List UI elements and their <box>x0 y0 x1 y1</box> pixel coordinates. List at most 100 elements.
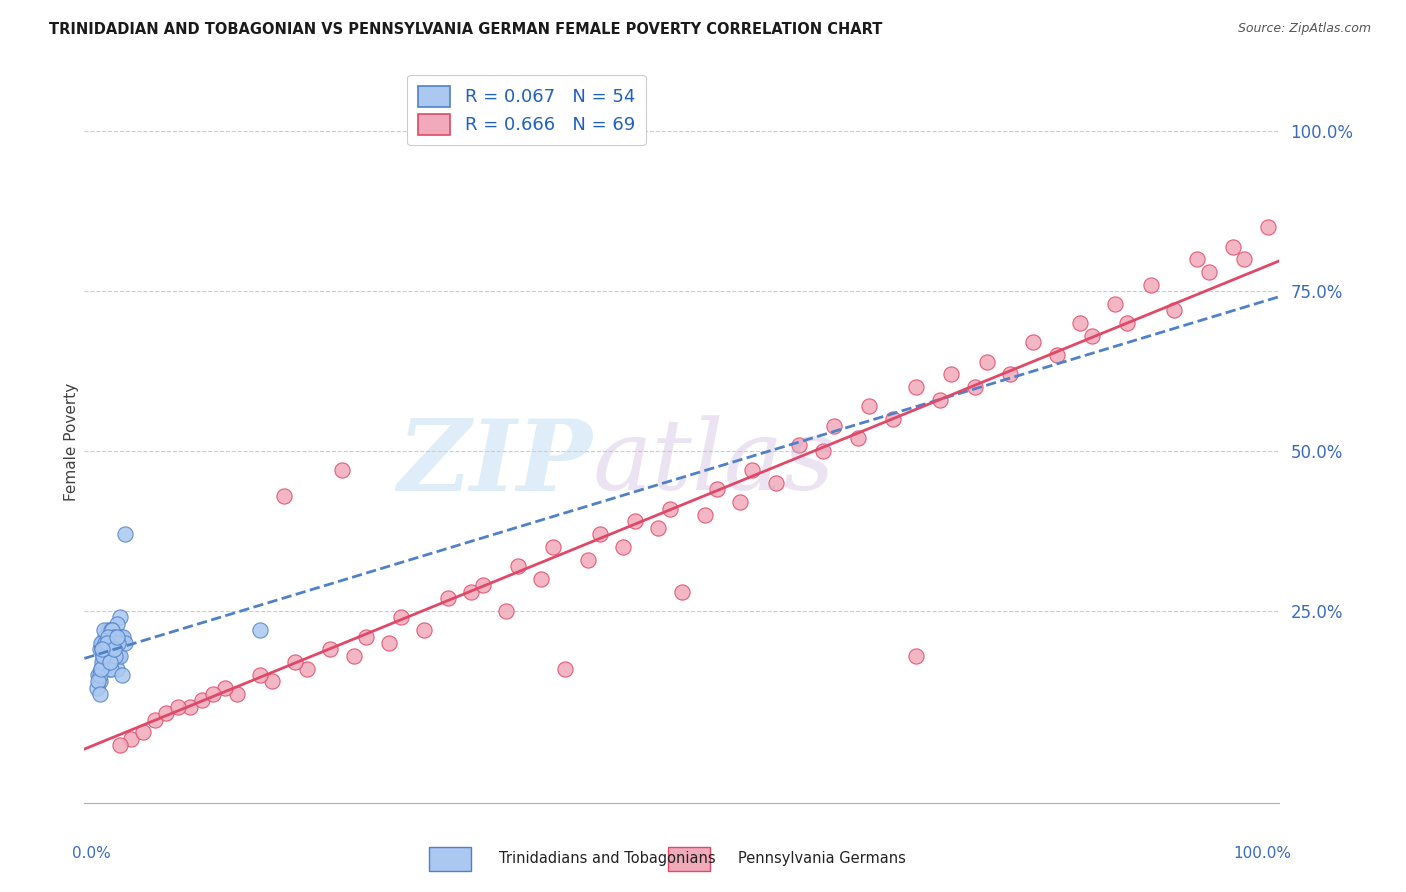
Point <box>90 661 112 675</box>
Point <box>260 674 283 689</box>
Text: 100.0%: 100.0% <box>1233 847 1292 861</box>
Point <box>112 630 135 644</box>
Point <box>1022 335 1045 350</box>
Point <box>105 616 128 631</box>
Point <box>647 521 669 535</box>
Point <box>87 674 110 689</box>
Point <box>108 610 131 624</box>
Point <box>202 687 225 701</box>
Point <box>90 661 112 675</box>
Point <box>998 368 1021 382</box>
Point <box>97 623 120 637</box>
Point <box>624 515 647 529</box>
Point <box>249 623 271 637</box>
Point <box>90 642 114 657</box>
Point <box>98 661 121 675</box>
Point <box>97 655 120 669</box>
Point <box>89 642 111 657</box>
Point <box>1222 239 1244 253</box>
Point <box>98 642 121 657</box>
Point <box>1069 316 1091 330</box>
Point <box>541 540 564 554</box>
Point <box>330 463 353 477</box>
Point <box>114 636 136 650</box>
Point <box>846 431 869 445</box>
Point <box>436 591 458 606</box>
Point <box>1116 316 1139 330</box>
Point <box>225 687 247 701</box>
Point <box>1104 297 1126 311</box>
Point <box>96 636 118 650</box>
Point <box>108 648 131 663</box>
Point <box>695 508 717 522</box>
Point <box>765 476 787 491</box>
Point <box>179 699 201 714</box>
Point <box>506 559 529 574</box>
Point <box>94 636 117 650</box>
Point <box>89 674 111 689</box>
Point <box>976 354 998 368</box>
Point <box>1257 220 1279 235</box>
Point <box>963 380 986 394</box>
Point <box>100 623 122 637</box>
Point <box>882 412 904 426</box>
Point <box>905 380 928 394</box>
Point <box>589 527 612 541</box>
Point <box>98 636 120 650</box>
Point <box>928 392 950 407</box>
Text: Source: ZipAtlas.com: Source: ZipAtlas.com <box>1237 22 1371 36</box>
Point <box>249 668 271 682</box>
Point <box>101 623 124 637</box>
Point <box>1198 265 1220 279</box>
Point <box>319 642 342 657</box>
Point <box>103 642 125 657</box>
Point <box>98 655 121 669</box>
Point <box>659 501 682 516</box>
Text: Trinidadians and Tobagonians: Trinidadians and Tobagonians <box>499 851 716 865</box>
Point <box>90 636 114 650</box>
Text: ZIP: ZIP <box>398 415 592 511</box>
Point <box>190 693 212 707</box>
Point <box>94 630 117 644</box>
Point <box>554 661 576 675</box>
Point <box>96 636 118 650</box>
Point <box>460 584 482 599</box>
Point <box>471 578 494 592</box>
Point <box>378 636 401 650</box>
Point <box>741 463 763 477</box>
Point <box>823 418 845 433</box>
Point <box>86 681 108 695</box>
Point <box>284 655 307 669</box>
Point <box>1163 303 1185 318</box>
Point <box>143 713 166 727</box>
Point <box>97 648 120 663</box>
Point <box>167 699 190 714</box>
Point <box>103 648 125 663</box>
Text: Pennsylvania Germans: Pennsylvania Germans <box>738 851 905 865</box>
Point <box>108 738 131 752</box>
Point <box>103 630 125 644</box>
Point <box>93 642 115 657</box>
Point <box>413 623 436 637</box>
Point <box>120 731 142 746</box>
Text: atlas: atlas <box>592 416 835 511</box>
Point <box>105 661 128 675</box>
Point <box>1139 277 1161 292</box>
Point <box>107 636 129 650</box>
Text: 0.0%: 0.0% <box>73 847 111 861</box>
Point <box>89 668 111 682</box>
Point <box>354 630 377 644</box>
Point <box>105 630 128 644</box>
Point <box>111 668 134 682</box>
Point <box>91 648 114 663</box>
Point <box>90 655 114 669</box>
Point <box>671 584 693 599</box>
Y-axis label: Female Poverty: Female Poverty <box>63 383 79 500</box>
Text: TRINIDADIAN AND TOBAGONIAN VS PENNSYLVANIA GERMAN FEMALE POVERTY CORRELATION CHA: TRINIDADIAN AND TOBAGONIAN VS PENNSYLVAN… <box>49 22 883 37</box>
Point <box>110 630 132 644</box>
Legend: R = 0.067   N = 54, R = 0.666   N = 69: R = 0.067 N = 54, R = 0.666 N = 69 <box>408 75 645 145</box>
Point <box>787 438 810 452</box>
Point <box>273 489 295 503</box>
Point <box>114 527 136 541</box>
Point <box>94 655 117 669</box>
